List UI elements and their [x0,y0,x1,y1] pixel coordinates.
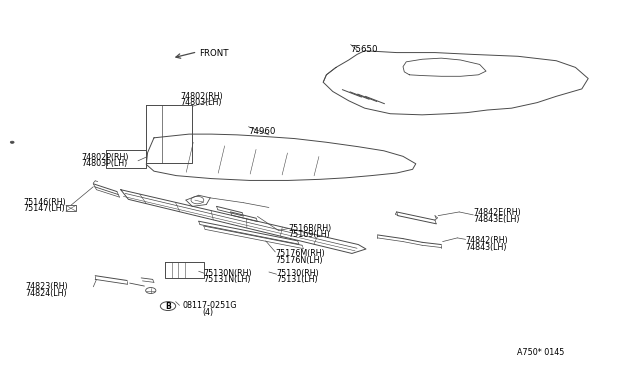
Text: 75169(LH): 75169(LH) [288,230,330,240]
Text: B: B [165,302,171,311]
Text: 74843(LH): 74843(LH) [466,243,507,252]
Text: 74803P(LH): 74803P(LH) [81,159,127,168]
Text: FRONT: FRONT [198,49,228,58]
Text: 75131N(LH): 75131N(LH) [204,275,252,284]
Text: 74960: 74960 [248,126,276,136]
Text: 75130N(RH): 75130N(RH) [204,269,252,278]
Text: 75176N(LH): 75176N(LH) [275,256,323,264]
Text: A750* 0145: A750* 0145 [516,347,564,356]
Text: 75650: 75650 [351,45,378,54]
Text: 74824(LH): 74824(LH) [25,289,67,298]
Circle shape [10,141,14,143]
Text: 08117-0251G: 08117-0251G [182,301,237,310]
Text: 74842(RH): 74842(RH) [466,236,508,246]
Text: 75131(LH): 75131(LH) [276,275,318,284]
Text: 7516B(RH): 7516B(RH) [288,224,332,233]
Text: 74803(LH): 74803(LH) [180,99,222,108]
Text: 74802P(RH): 74802P(RH) [81,153,129,161]
Text: 75147(LH): 75147(LH) [23,205,65,214]
Text: 75146(RH): 75146(RH) [23,198,66,207]
Text: 75176M(RH): 75176M(RH) [275,249,325,258]
Text: 74842E(RH): 74842E(RH) [473,208,521,217]
Text: (4): (4) [202,308,214,317]
Text: 74843E(LH): 74843E(LH) [473,215,520,224]
Text: 75130(RH): 75130(RH) [276,269,319,278]
Text: 74823(RH): 74823(RH) [25,282,68,291]
Text: 74802(RH): 74802(RH) [180,92,223,101]
